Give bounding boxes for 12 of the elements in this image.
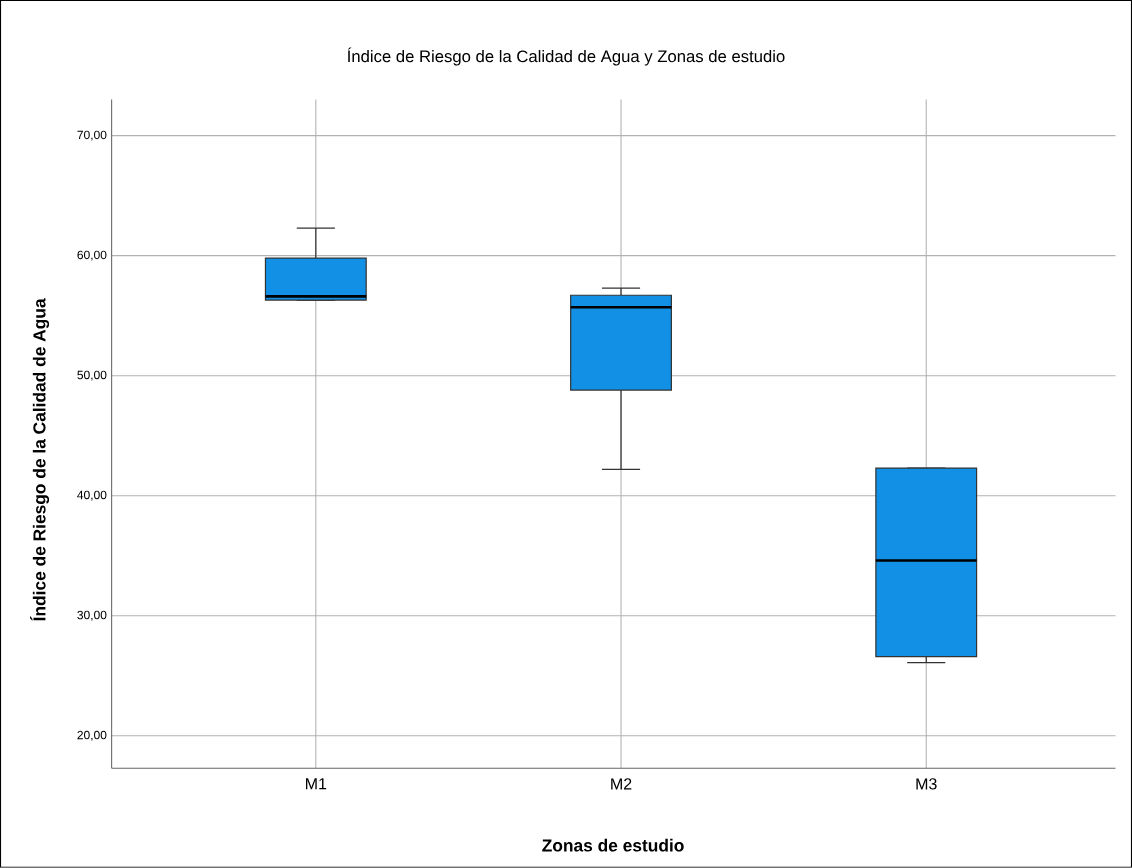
x-tick-label: M1 xyxy=(306,778,327,790)
x-tick-label: M2 xyxy=(611,778,632,790)
y-tick-label: 60,00 xyxy=(77,250,107,261)
y-tick-label: 70,00 xyxy=(77,130,107,141)
x-tick-label: M3 xyxy=(916,778,937,790)
y-axis-title: Índice de Riesgo de la Calidad de Agua xyxy=(30,298,50,621)
chart-title: Índice de Riesgo de la Calidad de Agua y Zonas de estudio xyxy=(347,47,785,66)
x-axis-title: Zonas de estudio xyxy=(542,838,684,852)
y-tick-label: 40,00 xyxy=(77,490,107,501)
y-tick-label: 20,00 xyxy=(77,730,107,741)
y-tick-label: 30,00 xyxy=(77,610,107,621)
y-tick-label: 50,00 xyxy=(77,370,107,381)
